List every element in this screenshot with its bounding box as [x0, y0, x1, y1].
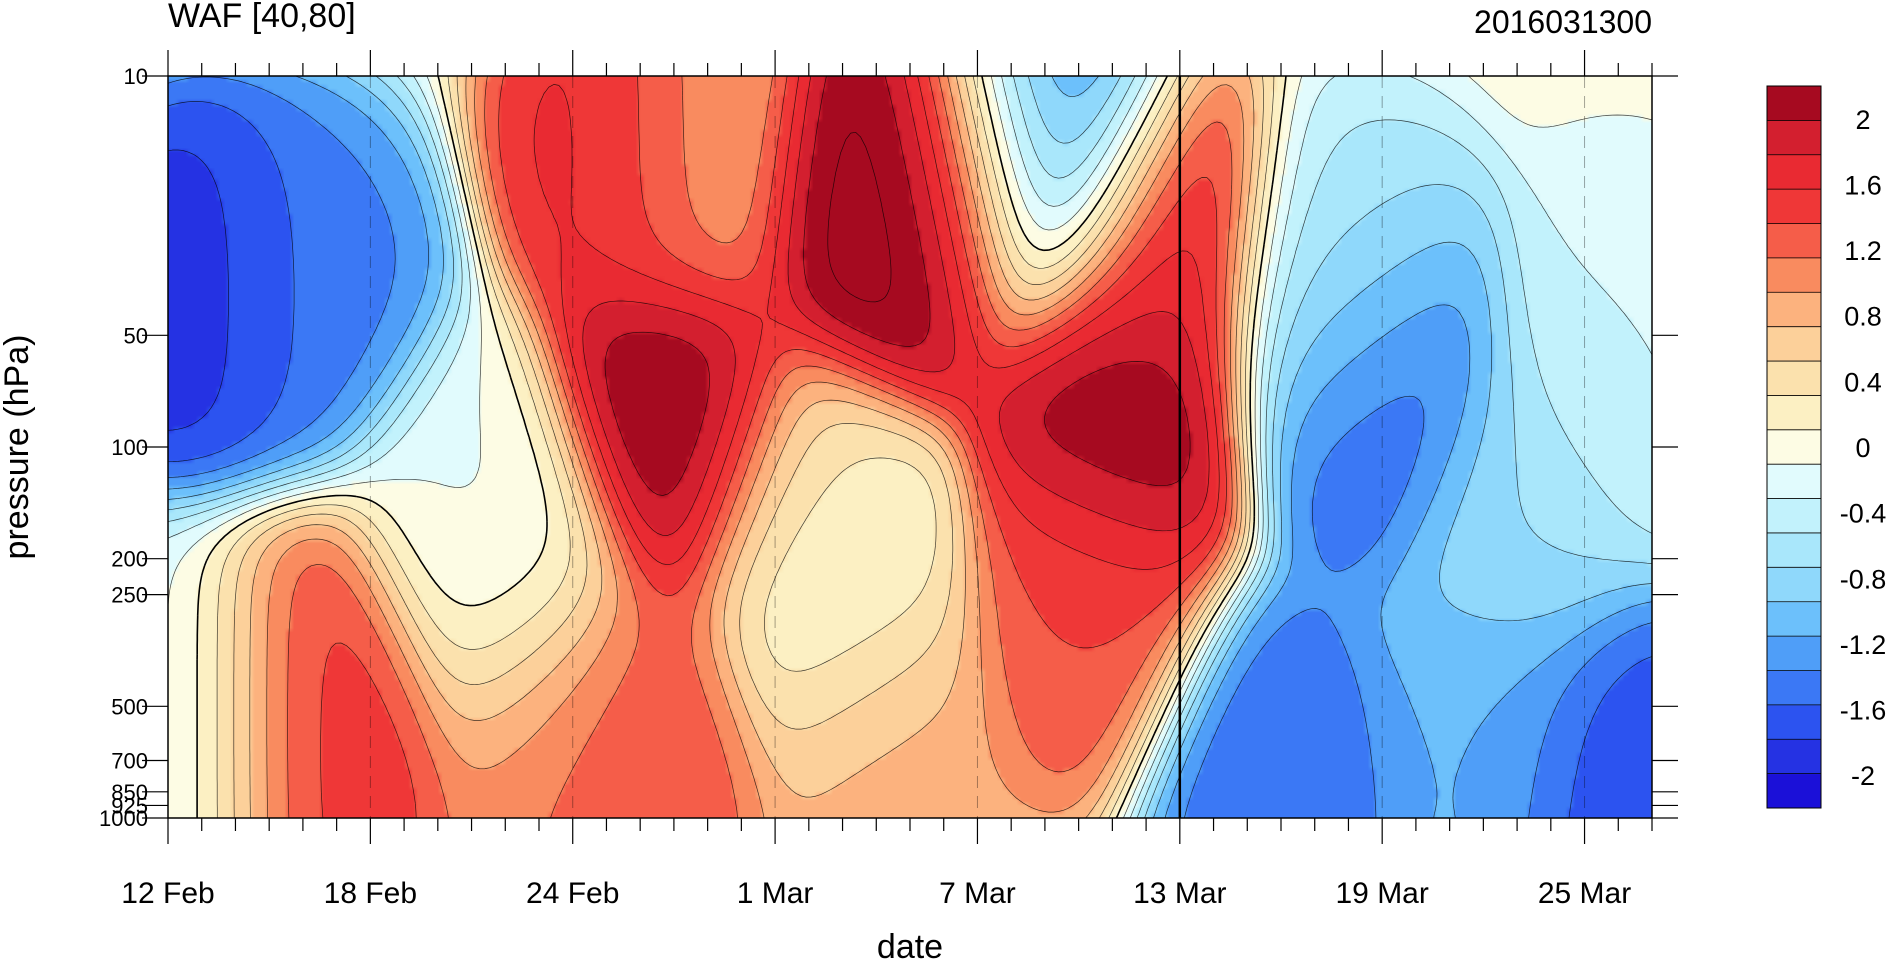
y-tick-label: 1000 — [99, 806, 148, 831]
x-axis-label: date — [877, 928, 943, 961]
colorbar-tick-label: -0.8 — [1840, 564, 1887, 594]
x-axis: 12 Feb 18 Feb 24 Feb 1 Mar 7 Mar 13 Mar 19 Mar… — [121, 50, 1653, 910]
y-tick-label: 10 — [124, 64, 148, 89]
x-tick-label: 18 Feb — [324, 877, 417, 910]
colorbar-swatch — [1767, 154, 1821, 190]
colorbar-tick-label: 1.6 — [1844, 170, 1882, 200]
x-tick-label: 7 Mar — [939, 877, 1016, 910]
chart-title: WAF [40,80] — [168, 0, 356, 35]
colorbar-swatch — [1767, 326, 1821, 362]
colorbar-tick-label: -1.2 — [1840, 630, 1887, 660]
colorbar-tick-label: 1.2 — [1844, 236, 1882, 266]
colorbar-swatch — [1767, 670, 1821, 706]
x-tick-label: 1 Mar — [737, 877, 814, 910]
colorbar-swatch — [1767, 361, 1821, 396]
contour-lines — [167, 75, 1653, 819]
colorbar-swatch — [1767, 464, 1821, 500]
y-tick-label: 700 — [111, 749, 148, 774]
colorbar-swatch — [1767, 567, 1821, 603]
colorbar-tick-label: -0.4 — [1840, 499, 1887, 529]
x-tick-label: 12 Feb — [121, 877, 214, 910]
zero-contour-line — [196, 75, 1287, 819]
colorbar-swatch — [1767, 429, 1821, 465]
colorbar-frame — [1766, 85, 1822, 809]
plot-area — [167, 75, 1653, 819]
colorbar-swatch — [1767, 223, 1821, 259]
colorbar-swatch — [1767, 120, 1821, 156]
colorbar-swatch — [1767, 189, 1821, 225]
contour-field — [168, 76, 1652, 818]
x-tick-label: 19 Mar — [1335, 877, 1428, 910]
y-tick-label: 925 — [111, 793, 148, 818]
colorbar-swatch — [1767, 739, 1821, 775]
x-tick-label: 13 Mar — [1133, 877, 1226, 910]
colorbar-tick-label: 0.4 — [1844, 367, 1882, 397]
colorbar-swatch — [1767, 292, 1821, 328]
colorbar-swatch — [1767, 498, 1821, 534]
colorbar-swatch — [1767, 773, 1821, 809]
y-tick-label: 250 — [111, 583, 148, 608]
y-tick-label: 850 — [111, 780, 148, 805]
colorbar-tick-label: 0.8 — [1844, 302, 1882, 332]
colorbar-tick-label: 0 — [1855, 433, 1870, 463]
colorbar-swatch — [1767, 257, 1821, 293]
colorbar-tick-label: 2 — [1855, 105, 1870, 135]
y-tick-label: 500 — [111, 694, 148, 719]
x-tick-label: 24 Feb — [526, 877, 619, 910]
colorbar-tick-label: -1.6 — [1840, 696, 1887, 726]
y-axis-label: pressure (hPa) — [0, 335, 36, 560]
y-tick-label: 100 — [111, 435, 148, 460]
chart-subtitle: 2016031300 — [1474, 4, 1652, 40]
y-tick-label: 50 — [124, 323, 148, 348]
x-tick-label: 25 Mar — [1538, 877, 1631, 910]
colorbar: 2 1.6 1.2 0.8 0.4 0 -0.4 -0.8 -1.2 -1.6 -2 — [1766, 85, 1887, 809]
colorbar-swatch — [1767, 636, 1821, 671]
colorbar-swatch — [1767, 601, 1821, 637]
y-tick-label: 200 — [111, 547, 148, 572]
colorbar-swatch — [1767, 86, 1821, 121]
colorbar-swatch — [1767, 532, 1821, 568]
colorbar-tick-label: -2 — [1851, 761, 1875, 791]
colorbar-swatch — [1767, 395, 1821, 431]
colorbar-swatch — [1767, 704, 1821, 740]
